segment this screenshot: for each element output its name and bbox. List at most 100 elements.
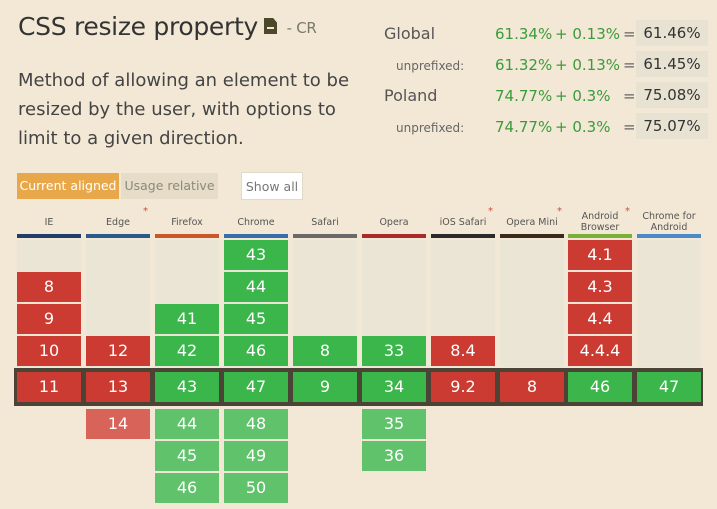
browser-color-bar bbox=[500, 234, 564, 238]
version-cell-future[interactable]: 35 bbox=[362, 409, 426, 439]
browser-color-bar bbox=[293, 234, 357, 238]
browser-name: Opera bbox=[379, 216, 409, 228]
browser-color-bar bbox=[17, 234, 81, 238]
version-cell-past[interactable]: 10 bbox=[17, 336, 81, 366]
usage-global-row: Global 61.34% + 0.13% = 61.46% bbox=[384, 20, 714, 46]
version-cell-past[interactable]: 42 bbox=[155, 336, 219, 366]
version-cell-past[interactable]: 8 bbox=[293, 336, 357, 366]
usage-region-unprefixed-partial: + 0.3% bbox=[555, 118, 611, 136]
version-cell-current[interactable]: 43 bbox=[155, 372, 219, 402]
version-cell-future[interactable]: 50 bbox=[224, 473, 288, 503]
usage-global-label: Global bbox=[384, 24, 436, 43]
browser-color-bar bbox=[155, 234, 219, 238]
usage-global-unprefixed-label: unprefixed: bbox=[396, 59, 465, 73]
version-cell-current[interactable]: 8 bbox=[500, 372, 564, 402]
browser-header-opera-mini[interactable]: Opera Mini * bbox=[500, 206, 564, 236]
feature-title: CSS resize property bbox=[18, 12, 258, 41]
version-cell-future[interactable]: 49 bbox=[224, 441, 288, 471]
version-cell-past[interactable]: 45 bbox=[224, 304, 288, 334]
usage-region-unprefixed-label: unprefixed: bbox=[396, 121, 465, 135]
usage-global-partial: + 0.13% bbox=[555, 25, 620, 43]
browser-color-bar bbox=[568, 234, 632, 238]
usage-global-unprefixed-total: 61.45% bbox=[636, 51, 708, 77]
browser-header-chrome[interactable]: Chrome bbox=[224, 208, 288, 236]
version-cell-past[interactable]: 4.1 bbox=[568, 240, 632, 270]
usage-region-unprefixed-value: 74.77% bbox=[495, 118, 553, 136]
version-cell-future[interactable]: 44 bbox=[155, 409, 219, 439]
note-asterisk-icon: * bbox=[625, 206, 630, 217]
browser-header-firefox[interactable]: Firefox bbox=[155, 208, 219, 236]
note-asterisk-icon: * bbox=[488, 206, 493, 217]
version-cell-future[interactable]: 14 bbox=[86, 409, 150, 439]
version-cell-future[interactable]: 36 bbox=[362, 441, 426, 471]
browser-header-ie[interactable]: IE bbox=[17, 208, 81, 236]
version-cell-future[interactable]: 46 bbox=[155, 473, 219, 503]
version-cell-past[interactable]: 46 bbox=[224, 336, 288, 366]
browser-color-bar bbox=[362, 234, 426, 238]
version-cell-current[interactable]: 11 bbox=[17, 372, 81, 402]
browser-header-chrome-for-android[interactable]: Chrome for Android bbox=[637, 208, 701, 236]
usage-global-total: 61.46% bbox=[636, 20, 708, 46]
usage-global-unprefixed-value: 61.32% bbox=[495, 56, 553, 74]
usage-relative-button[interactable]: Usage relative bbox=[121, 173, 218, 199]
usage-region-equals: = bbox=[623, 87, 636, 105]
spec-status: - CR bbox=[286, 19, 317, 37]
usage-global-equals: = bbox=[623, 25, 636, 43]
usage-global-value: 61.34% bbox=[495, 25, 553, 43]
version-cell-past[interactable]: 43 bbox=[224, 240, 288, 270]
browser-color-bar bbox=[431, 234, 495, 238]
browser-header-android-browser[interactable]: Android Browser * bbox=[568, 206, 632, 236]
version-cell-past[interactable]: 9 bbox=[17, 304, 81, 334]
show-all-button[interactable]: Show all bbox=[241, 172, 303, 200]
browser-header-ios-safari[interactable]: iOS Safari * bbox=[431, 206, 495, 236]
usage-region-value: 74.77% bbox=[495, 87, 553, 105]
usage-global-unprefixed-partial: + 0.13% bbox=[555, 56, 620, 74]
version-cell-past[interactable]: 33 bbox=[362, 336, 426, 366]
browser-color-bar bbox=[224, 234, 288, 238]
browser-name: Chrome for Android bbox=[642, 211, 696, 233]
version-cell-current[interactable]: 46 bbox=[568, 372, 632, 402]
browser-color-bar bbox=[637, 234, 701, 238]
version-cell-current[interactable]: 13 bbox=[86, 372, 150, 402]
version-cell-current[interactable]: 47 bbox=[637, 372, 701, 402]
browser-name: Chrome bbox=[237, 216, 275, 228]
usage-region-label[interactable]: Poland bbox=[384, 86, 438, 105]
page-title: CSS resize property - CR bbox=[18, 12, 317, 41]
browser-name: Firefox bbox=[171, 216, 203, 228]
usage-region-unprefixed-equals: = bbox=[623, 118, 636, 136]
browser-header-opera[interactable]: Opera bbox=[362, 208, 426, 236]
spec-document-icon[interactable] bbox=[264, 18, 277, 34]
version-cell-past[interactable]: 12 bbox=[86, 336, 150, 366]
usage-region-row: Poland 74.77% + 0.3% = 75.08% bbox=[384, 82, 714, 108]
usage-region-partial: + 0.3% bbox=[555, 87, 611, 105]
version-cell-current[interactable]: 9.2 bbox=[431, 372, 495, 402]
column-background bbox=[500, 240, 564, 367]
browser-header-edge[interactable]: Edge * bbox=[86, 206, 150, 236]
browser-name: iOS Safari bbox=[439, 216, 487, 228]
browser-color-bar bbox=[86, 234, 150, 238]
version-cell-past[interactable]: 8 bbox=[17, 272, 81, 302]
version-cell-future[interactable]: 45 bbox=[155, 441, 219, 471]
version-cell-past[interactable]: 41 bbox=[155, 304, 219, 334]
current-aligned-button[interactable]: Current aligned bbox=[17, 173, 119, 199]
version-cell-past[interactable]: 4.4.4 bbox=[568, 336, 632, 366]
note-asterisk-icon: * bbox=[143, 206, 148, 217]
usage-region-unprefixed-row: unprefixed: 74.77% + 0.3% = 75.07% bbox=[384, 113, 714, 139]
browser-name: Edge bbox=[106, 216, 130, 228]
browser-name: Opera Mini bbox=[506, 216, 558, 228]
version-cell-past[interactable]: 4.4 bbox=[568, 304, 632, 334]
browser-name: Android Browser bbox=[580, 211, 620, 233]
browser-name: Safari bbox=[311, 216, 339, 228]
note-asterisk-icon: * bbox=[557, 206, 562, 217]
usage-global-unprefixed-row: unprefixed: 61.32% + 0.13% = 61.45% bbox=[384, 51, 714, 77]
browser-name: IE bbox=[44, 216, 54, 228]
version-cell-current[interactable]: 47 bbox=[224, 372, 288, 402]
version-cell-current[interactable]: 9 bbox=[293, 372, 357, 402]
version-cell-current[interactable]: 34 bbox=[362, 372, 426, 402]
version-cell-past[interactable]: 4.3 bbox=[568, 272, 632, 302]
version-cell-past[interactable]: 8.4 bbox=[431, 336, 495, 366]
browser-header-safari[interactable]: Safari bbox=[293, 208, 357, 236]
feature-description: Method of allowing an element to be resi… bbox=[18, 70, 350, 149]
version-cell-future[interactable]: 48 bbox=[224, 409, 288, 439]
version-cell-past[interactable]: 44 bbox=[224, 272, 288, 302]
